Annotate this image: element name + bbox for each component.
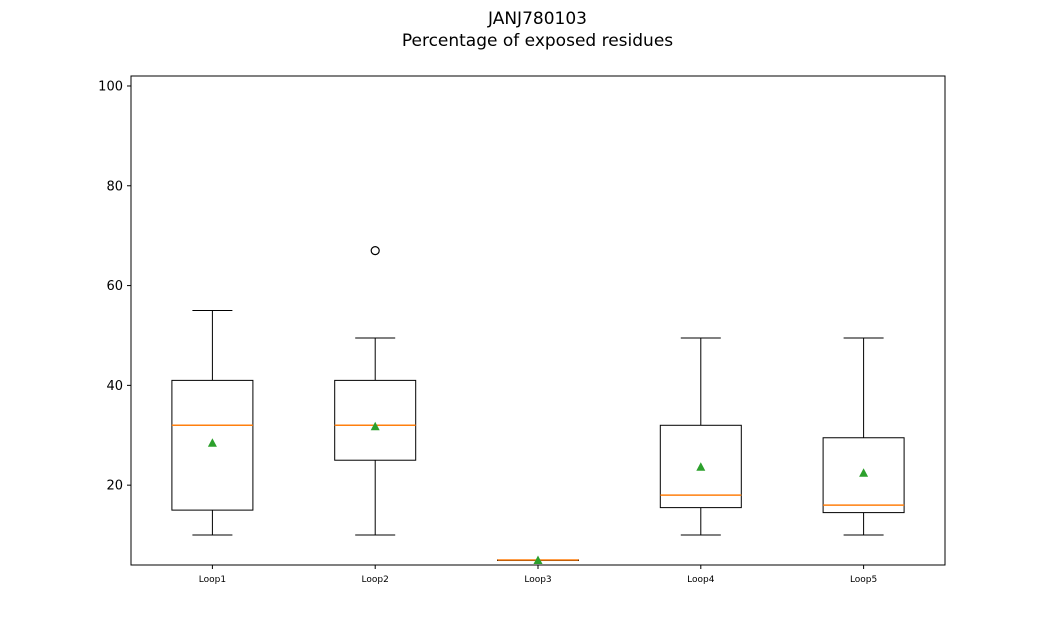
- x-tick-label: Loop5: [850, 575, 877, 585]
- x-tick-label: Loop4: [687, 575, 715, 585]
- x-axis: Loop1 Loop2 Loop3 Loop4 Loop5: [199, 565, 877, 585]
- chart-title-block: JANJ780103 Percentage of exposed residue…: [0, 8, 1050, 52]
- x-tick-label: Loop2: [362, 575, 389, 585]
- mean-marker: [207, 438, 217, 447]
- y-tick-label: 60: [106, 279, 123, 294]
- mean-marker: [370, 421, 380, 431]
- mean-marker: [533, 555, 543, 565]
- y-tick-label: 40: [106, 379, 123, 394]
- chart-subtitle: Percentage of exposed residues: [401, 31, 674, 51]
- box-loop1: [171, 310, 254, 536]
- iqr-box: [171, 379, 254, 511]
- box-loop2: [334, 246, 417, 536]
- box-loop3: [497, 555, 579, 565]
- box-loop5: [822, 337, 905, 536]
- iqr-box: [334, 379, 417, 461]
- plot-marks: [171, 246, 905, 565]
- y-axis: 20 40 60 80 100: [98, 79, 131, 494]
- y-tick-label: 20: [106, 479, 123, 494]
- iqr-box: [822, 437, 905, 514]
- chart-title: JANJ780103: [488, 9, 587, 29]
- outlier-point: [370, 246, 380, 256]
- mean-marker: [696, 462, 706, 471]
- box-loop4: [659, 337, 742, 536]
- x-tick-label: Loop1: [199, 575, 226, 585]
- y-tick-label: 80: [106, 179, 123, 194]
- y-tick-label: 100: [98, 79, 123, 94]
- x-tick-label: Loop3: [524, 575, 551, 585]
- mean-marker: [859, 468, 869, 477]
- iqr-box: [659, 424, 742, 509]
